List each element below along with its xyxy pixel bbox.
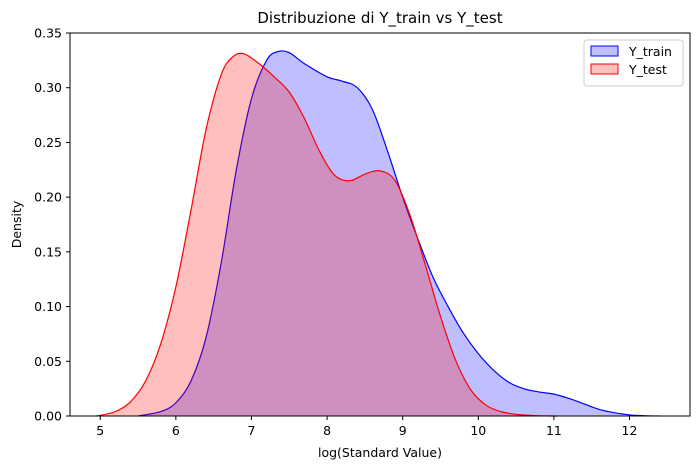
x-tick-label: 7 bbox=[247, 423, 255, 438]
x-axis-ticks: 5 6 7 8 9 10 11 12 bbox=[96, 416, 637, 438]
y-tick-label: 0.05 bbox=[34, 354, 62, 369]
x-tick-label: 9 bbox=[399, 423, 407, 438]
y-tick-label: 0.15 bbox=[34, 244, 62, 259]
plot-frame bbox=[69, 32, 691, 417]
y-axis-label: Density bbox=[9, 200, 24, 248]
y-axis-ticks: 0.00 0.05 0.10 0.15 0.20 0.25 0.30 0.35 bbox=[34, 26, 70, 424]
y-test-density-line bbox=[96, 52, 558, 417]
y-train-density-fill bbox=[138, 50, 660, 417]
legend-swatch-y-train bbox=[590, 45, 619, 57]
y-test-density-fill bbox=[96, 53, 558, 416]
y-tick-label: 0.25 bbox=[34, 135, 62, 150]
legend-label-y-test: Y_test bbox=[628, 62, 667, 77]
y-tick-label: 0.20 bbox=[34, 190, 62, 205]
y-tick-label: 0.35 bbox=[34, 26, 62, 41]
chart-title: Distribuzione di Y_train vs Y_test bbox=[257, 9, 502, 28]
legend-label-y-train: Y_train bbox=[628, 44, 672, 59]
plot-layer bbox=[96, 50, 660, 417]
x-tick-label: 5 bbox=[96, 423, 104, 438]
x-tick-label: 11 bbox=[546, 423, 562, 438]
legend-swatch-y-test bbox=[590, 63, 619, 75]
x-axis-label: log(Standard Value) bbox=[318, 445, 442, 460]
y-tick-label: 0.10 bbox=[34, 299, 62, 314]
x-tick-label: 6 bbox=[172, 423, 180, 438]
x-tick-label: 10 bbox=[470, 423, 486, 438]
x-tick-label: 8 bbox=[323, 423, 331, 438]
legend: Y_train Y_test bbox=[583, 39, 684, 87]
y-tick-label: 0.30 bbox=[34, 80, 62, 95]
x-tick-label: 12 bbox=[622, 423, 638, 438]
y-tick-label: 0.00 bbox=[34, 409, 62, 424]
